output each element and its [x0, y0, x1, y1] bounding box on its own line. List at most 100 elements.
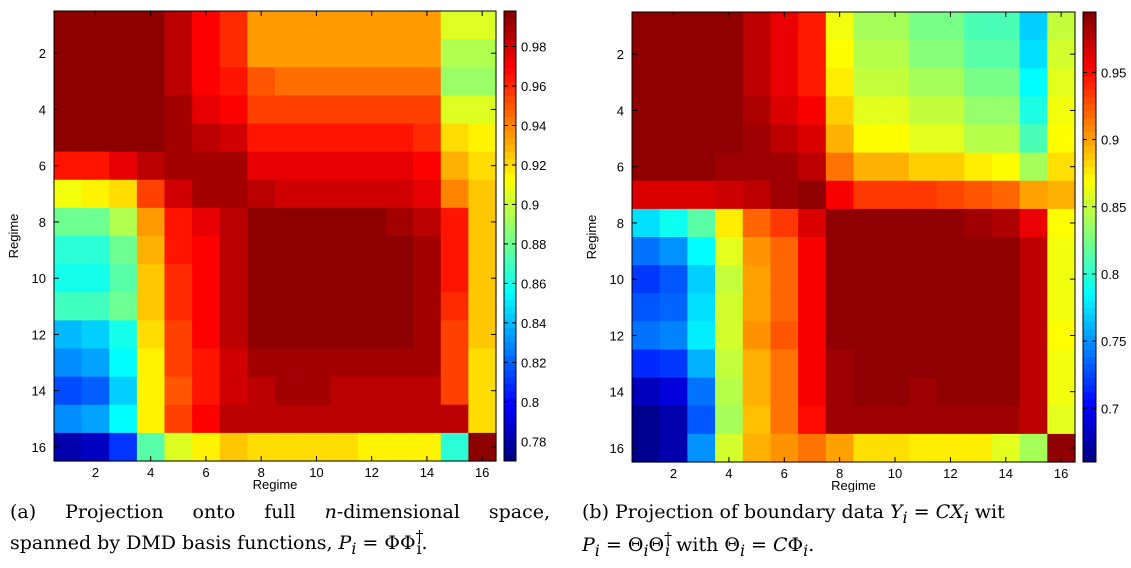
heatmap-cell: [275, 376, 304, 406]
heatmap-cell: [164, 123, 193, 153]
heatmap-cell: [164, 39, 193, 68]
colorbar-segment: [504, 446, 516, 455]
colorbar-tick-label: 0.75: [1101, 334, 1126, 349]
heatmap-cell: [330, 95, 359, 125]
heatmap-cell: [659, 377, 688, 407]
colorbar-tick-label: 0.84: [521, 316, 546, 331]
heatmap-cell: [715, 40, 744, 69]
heatmap-cell: [1019, 321, 1048, 351]
heatmap-cell: [1047, 349, 1076, 379]
heatmap-cell: [632, 12, 661, 41]
x-tick-label: 8: [258, 465, 265, 480]
heatmap-cell: [991, 293, 1021, 322]
heatmap-cell: [770, 68, 799, 97]
colorbar-segment: [504, 243, 516, 251]
heatmap-cell: [853, 180, 882, 210]
heatmap-cell: [742, 124, 772, 154]
heatmap-cell: [659, 68, 688, 97]
heatmap-cell: [798, 152, 827, 182]
heatmap-cell: [136, 264, 166, 293]
heatmap-cell: [742, 40, 772, 69]
heatmap-cell: [936, 321, 965, 351]
colorbar-segment: [504, 207, 516, 216]
heatmap-cell: [109, 404, 138, 434]
heatmap-cell: [825, 265, 855, 294]
colorbar-segment: [1083, 377, 1096, 386]
heatmap-cell: [991, 237, 1021, 266]
heatmap-cell: [991, 124, 1021, 154]
heatmap-cell: [715, 349, 744, 379]
heatmap-cell: [109, 95, 138, 125]
y-tick-label: 6: [617, 160, 624, 175]
heatmap-cell: [825, 321, 855, 351]
colorbar-segment: [504, 53, 516, 61]
heatmap-cell: [1047, 180, 1076, 210]
heatmap-cell: [192, 39, 221, 68]
heatmap-cell: [632, 180, 661, 210]
heatmap-cell: [991, 377, 1021, 407]
heatmap-cell: [385, 179, 414, 209]
heatmap-cell: [632, 405, 661, 435]
heatmap-cell: [908, 208, 938, 238]
heatmap-cell: [385, 292, 414, 321]
heatmap-cell: [136, 292, 166, 321]
heatmap-cell: [54, 11, 83, 40]
heatmap-cell: [853, 40, 882, 69]
heatmap-cell: [964, 433, 993, 463]
y-tick-label: 16: [610, 441, 624, 456]
colorbar-segment: [1083, 433, 1096, 442]
heatmap-cell: [881, 405, 910, 435]
colorbar-segment: [504, 221, 516, 230]
heatmap-cell: [881, 265, 910, 294]
heatmap-cell: [302, 95, 331, 125]
heatmap-cell: [302, 320, 331, 350]
heatmap-cell: [413, 292, 442, 321]
heatmap-cell: [385, 404, 414, 434]
heatmap-cell: [413, 236, 442, 265]
colorbar-segment: [1083, 61, 1096, 69]
colorbar-segment: [504, 369, 516, 378]
heatmap-cell: [136, 320, 166, 350]
heatmap-cell: [991, 40, 1021, 69]
colorbar-segment: [1083, 103, 1096, 111]
heatmap-cell: [136, 348, 166, 378]
heatmap-cell: [302, 236, 331, 265]
heatmap-cell: [964, 349, 993, 379]
colorbar-segment: [1083, 356, 1096, 365]
heatmap-cell: [770, 208, 799, 238]
heatmap-cell: [357, 376, 387, 406]
heatmap-cell: [275, 207, 304, 237]
heatmap-cell: [164, 348, 193, 378]
heatmap-cell: [81, 348, 110, 378]
heatmap-cell: [908, 377, 938, 407]
plot-frame: [53, 10, 497, 462]
colorbar-segment: [1083, 166, 1096, 175]
heatmap-cell: [330, 151, 359, 181]
heatmap-cell: [632, 237, 661, 266]
heatmap-cell: [798, 40, 827, 69]
heatmap-cell: [853, 237, 882, 266]
heatmap-cell: [275, 292, 304, 321]
heatmap-cell: [385, 151, 414, 181]
heatmap-cell: [936, 208, 965, 238]
heatmap-cell: [742, 349, 772, 379]
heatmap-cell: [440, 207, 469, 237]
colorbar-segment: [504, 278, 516, 286]
colorbar-segment: [1083, 12, 1096, 20]
heatmap-cell: [440, 123, 469, 153]
heatmap-cell: [825, 293, 855, 322]
heatmap-cell: [164, 264, 193, 293]
colorbar-segment: [1083, 173, 1096, 182]
heatmap-cell: [468, 404, 497, 434]
heatmap-cell: [825, 96, 855, 126]
heatmap-cell: [385, 207, 414, 237]
heatmap-cell: [357, 207, 387, 237]
heatmap-cell: [936, 96, 965, 126]
heatmap-cell: [440, 376, 469, 406]
heatmap-cell: [302, 376, 331, 406]
heatmap-cell: [219, 151, 248, 181]
heatmap-cell: [964, 405, 993, 435]
heatmap-cell: [936, 293, 965, 322]
colorbar-segment: [1083, 405, 1096, 414]
heatmap-cell: [219, 39, 248, 68]
